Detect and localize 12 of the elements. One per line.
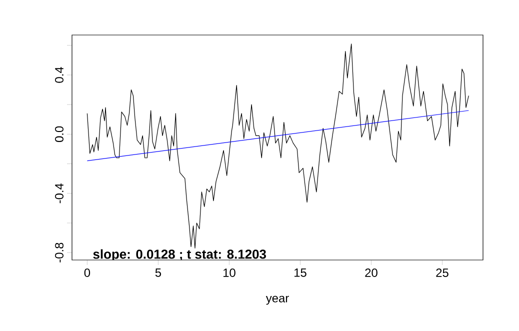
- x-tick-label: 15: [294, 268, 306, 277]
- x-tick-label: 0: [84, 268, 90, 277]
- line-series: [86, 44, 469, 248]
- y-tick-label: -0.4: [55, 183, 64, 204]
- y-tick-label: 0.4: [55, 67, 64, 83]
- x-tick-label: 5: [155, 268, 162, 277]
- y-tick-label: 0.0: [55, 126, 64, 142]
- y-tick-label: -0.8: [55, 242, 64, 262]
- x-axis-title: year: [266, 296, 289, 305]
- x-tick-label: 10: [223, 268, 236, 277]
- x-tick-label: 20: [365, 268, 378, 277]
- x-tick-label: 25: [436, 268, 448, 277]
